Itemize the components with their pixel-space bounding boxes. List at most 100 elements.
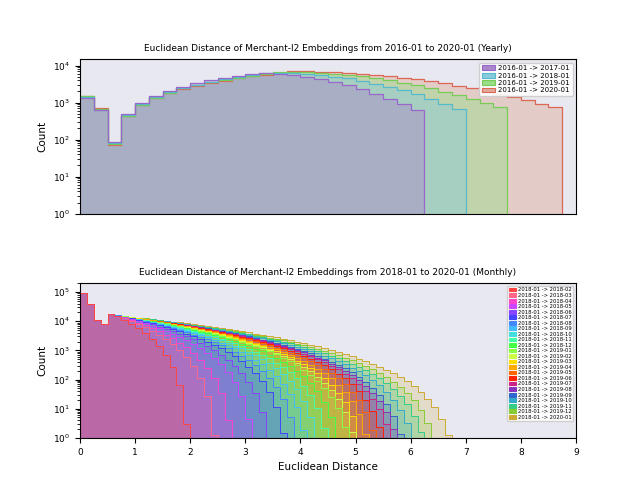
2018-01 -> 2019-03 bbox=[145, 318, 153, 324]
2018-01 -> 2019-12 bbox=[241, 331, 249, 337]
2018-01 -> 2018-10 bbox=[76, 290, 84, 296]
2018-01 -> 2019-09 bbox=[193, 324, 201, 330]
2018-01 -> 2020-01 bbox=[386, 370, 394, 376]
2018-01 -> 2018-07 bbox=[413, 444, 421, 450]
2018-01 -> 2018-04 bbox=[76, 290, 84, 296]
2018-01 -> 2018-08 bbox=[565, 444, 573, 450]
2018-01 -> 2019-03 bbox=[358, 444, 366, 450]
2018-01 -> 2019-11 bbox=[565, 444, 573, 450]
2016-01 -> 2017-01 bbox=[118, 111, 125, 117]
2018-01 -> 2018-08 bbox=[76, 290, 84, 296]
2016-01 -> 2020-01 bbox=[296, 68, 304, 74]
2016-01 -> 2019-01 bbox=[476, 100, 483, 106]
2018-01 -> 2019-10 bbox=[565, 444, 573, 450]
Title: Euclidean Distance of Merchant-I2 Embeddings from 2018-01 to 2020-01 (Monthly): Euclidean Distance of Merchant-I2 Embedd… bbox=[140, 268, 516, 277]
2018-01 -> 2019-11 bbox=[193, 323, 201, 329]
2018-01 -> 2019-01 bbox=[145, 318, 153, 324]
2016-01 -> 2020-01 bbox=[462, 85, 470, 91]
2016-01 -> 2017-01 bbox=[76, 94, 84, 100]
2018-01 -> 2019-04 bbox=[76, 290, 84, 296]
2018-01 -> 2018-04 bbox=[145, 325, 153, 331]
2016-01 -> 2020-01 bbox=[228, 75, 236, 81]
2018-01 -> 2018-02 bbox=[145, 336, 153, 342]
2018-01 -> 2019-10 bbox=[386, 397, 394, 402]
2018-01 -> 2019-12 bbox=[565, 444, 573, 450]
2018-01 -> 2019-06 bbox=[352, 388, 360, 394]
2018-01 -> 2019-05 bbox=[565, 444, 573, 450]
2018-01 -> 2019-11 bbox=[386, 386, 394, 392]
2018-01 -> 2019-07 bbox=[145, 317, 153, 323]
2016-01 -> 2017-01 bbox=[310, 76, 318, 82]
2018-01 -> 2019-07 bbox=[393, 444, 401, 450]
2016-01 -> 2018-01 bbox=[338, 76, 346, 82]
2016-01 -> 2020-01 bbox=[310, 69, 318, 75]
2018-01 -> 2018-02 bbox=[358, 444, 366, 450]
2018-01 -> 2018-03 bbox=[76, 290, 84, 296]
2016-01 -> 2019-01 bbox=[104, 141, 111, 147]
2018-01 -> 2019-08 bbox=[352, 377, 360, 383]
2018-01 -> 2018-02 bbox=[393, 444, 401, 450]
2018-01 -> 2018-12 bbox=[76, 290, 84, 296]
2018-01 -> 2018-09 bbox=[193, 332, 201, 338]
2018-01 -> 2018-06 bbox=[76, 290, 84, 296]
2018-01 -> 2018-04 bbox=[193, 357, 201, 363]
2016-01 -> 2020-01 bbox=[76, 92, 84, 98]
2018-01 -> 2018-11 bbox=[393, 444, 401, 450]
2018-01 -> 2019-04 bbox=[193, 326, 201, 332]
Line: 2018-01 -> 2018-03: 2018-01 -> 2018-03 bbox=[80, 293, 569, 447]
2016-01 -> 2017-01 bbox=[241, 71, 249, 77]
2016-01 -> 2020-01 bbox=[104, 142, 111, 148]
2018-01 -> 2019-09 bbox=[400, 444, 408, 450]
2016-01 -> 2019-01 bbox=[90, 106, 98, 112]
2018-01 -> 2019-09 bbox=[76, 290, 84, 296]
2016-01 -> 2017-01 bbox=[365, 91, 373, 96]
2016-01 -> 2018-01 bbox=[131, 101, 139, 107]
2016-01 -> 2017-01 bbox=[173, 84, 180, 90]
2016-01 -> 2018-01 bbox=[324, 74, 332, 80]
2018-01 -> 2019-04 bbox=[393, 444, 401, 450]
2018-01 -> 2018-05 bbox=[358, 444, 366, 450]
2018-01 -> 2019-03 bbox=[565, 444, 573, 450]
2018-01 -> 2018-07 bbox=[193, 336, 201, 342]
Line: 2016-01 -> 2020-01: 2016-01 -> 2020-01 bbox=[80, 71, 562, 492]
2018-01 -> 2019-02 bbox=[413, 444, 421, 450]
2018-01 -> 2019-09 bbox=[413, 444, 421, 450]
2018-01 -> 2019-12 bbox=[435, 444, 442, 450]
2016-01 -> 2019-01 bbox=[145, 94, 153, 100]
2018-01 -> 2018-05 bbox=[413, 444, 421, 450]
2016-01 -> 2020-01 bbox=[269, 70, 276, 76]
2016-01 -> 2020-01 bbox=[435, 80, 442, 86]
2016-01 -> 2019-01 bbox=[420, 86, 428, 92]
2018-01 -> 2019-10 bbox=[352, 369, 360, 374]
2016-01 -> 2020-01 bbox=[517, 97, 525, 103]
2018-01 -> 2020-01 bbox=[241, 330, 249, 336]
2018-01 -> 2019-10 bbox=[241, 333, 249, 338]
2018-01 -> 2020-01 bbox=[565, 444, 573, 450]
2016-01 -> 2018-01 bbox=[283, 70, 291, 76]
2016-01 -> 2018-01 bbox=[393, 88, 401, 93]
2018-01 -> 2019-02 bbox=[145, 318, 153, 324]
2018-01 -> 2018-07 bbox=[76, 290, 84, 296]
2018-01 -> 2019-08 bbox=[145, 317, 153, 323]
Title: Euclidean Distance of Merchant-I2 Embeddings from 2016-01 to 2020-01 (Yearly): Euclidean Distance of Merchant-I2 Embedd… bbox=[144, 44, 512, 53]
2018-01 -> 2018-05 bbox=[248, 444, 256, 450]
2018-01 -> 2018-02 bbox=[248, 444, 256, 450]
2018-01 -> 2018-11 bbox=[358, 444, 366, 450]
2018-01 -> 2018-11 bbox=[76, 290, 84, 296]
2016-01 -> 2017-01 bbox=[145, 93, 153, 99]
2018-01 -> 2018-03 bbox=[358, 444, 366, 450]
2018-01 -> 2019-09 bbox=[241, 334, 249, 339]
2016-01 -> 2019-01 bbox=[352, 73, 360, 79]
2018-01 -> 2019-11 bbox=[420, 444, 428, 450]
2018-01 -> 2018-12 bbox=[193, 329, 201, 335]
2018-01 -> 2019-06 bbox=[380, 444, 387, 450]
2018-01 -> 2019-06 bbox=[393, 444, 401, 450]
2018-01 -> 2019-06 bbox=[193, 325, 201, 331]
2018-01 -> 2019-01 bbox=[393, 444, 401, 450]
Line: 2018-01 -> 2019-04: 2018-01 -> 2019-04 bbox=[80, 293, 569, 447]
2018-01 -> 2019-08 bbox=[241, 334, 249, 340]
2018-01 -> 2019-01 bbox=[241, 341, 249, 347]
2018-01 -> 2019-11 bbox=[352, 364, 360, 370]
2018-01 -> 2019-02 bbox=[393, 444, 401, 450]
2018-01 -> 2019-07 bbox=[565, 444, 573, 450]
